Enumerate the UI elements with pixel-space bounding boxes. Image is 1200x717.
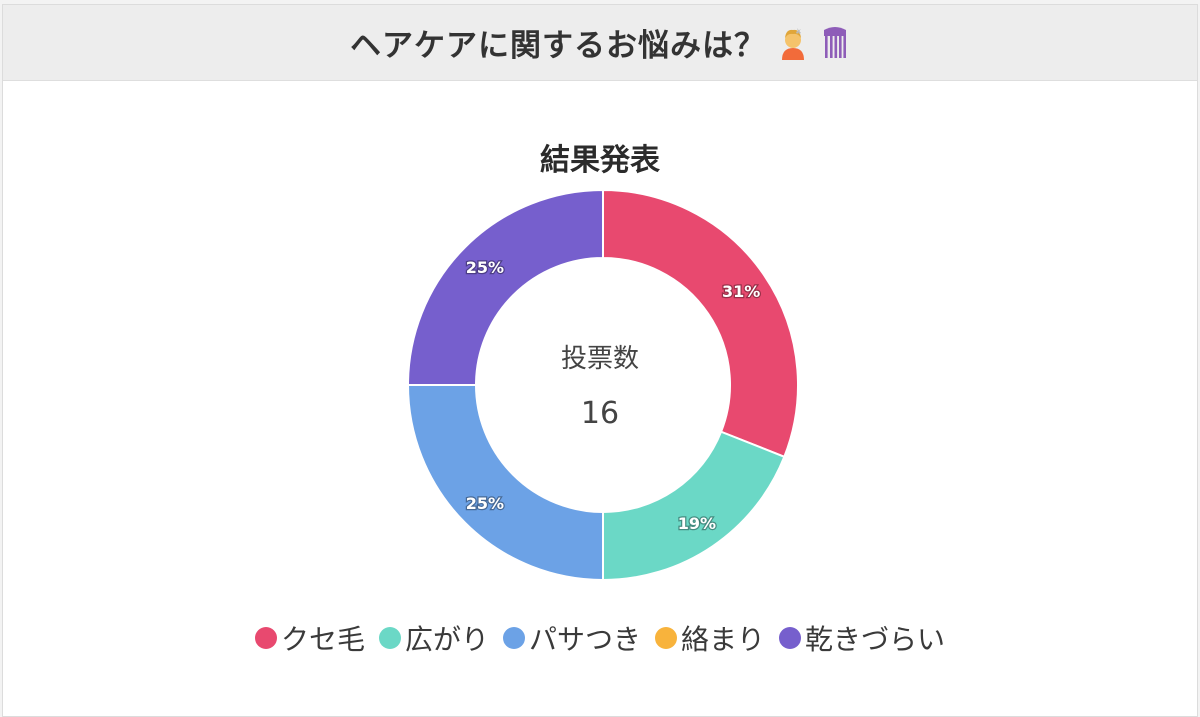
slice-percent-label: 19% bbox=[678, 514, 716, 533]
vote-count-caption: 投票数 bbox=[560, 344, 639, 374]
hair-pick-icon bbox=[820, 26, 850, 60]
poll-card: ヘアケアに関するお悩みは？ 結果発表 bbox=[2, 4, 1198, 717]
legend-label: 絡まり bbox=[681, 623, 766, 656]
legend-item[interactable]: パサつき bbox=[502, 618, 641, 658]
card-header: ヘアケアに関するお悩みは？ bbox=[3, 5, 1197, 81]
donut-slice[interactable] bbox=[406, 384, 604, 582]
legend-swatch bbox=[502, 627, 525, 649]
poll-title: ヘアケアに関するお悩みは？ bbox=[350, 28, 766, 64]
legend-swatch bbox=[779, 627, 802, 649]
legend-swatch bbox=[655, 627, 677, 649]
slice-percent-label: 25% bbox=[466, 494, 504, 513]
legend-item[interactable]: クセ毛 bbox=[254, 618, 365, 658]
legend-swatch bbox=[378, 627, 401, 649]
vote-count-total: 16 bbox=[580, 396, 620, 431]
legend-item[interactable]: 乾きづらい bbox=[779, 618, 945, 658]
chart-title: 結果発表 bbox=[540, 143, 660, 178]
person-getting-haircut-icon bbox=[778, 26, 808, 60]
legend-label: パサつき bbox=[528, 623, 641, 656]
legend-item[interactable]: 絡まり bbox=[655, 618, 765, 658]
slice-percent-label: 31% bbox=[722, 282, 760, 301]
donut-slice[interactable] bbox=[602, 188, 799, 459]
donut-slice[interactable] bbox=[602, 430, 786, 582]
chart-legend: クセ毛 広がり パサつき 絡まり 乾きづらい bbox=[0, 618, 1200, 658]
legend-swatch bbox=[254, 627, 277, 649]
slice-percent-label: 25% bbox=[466, 258, 504, 277]
legend-label: 広がり bbox=[404, 623, 489, 656]
donut-slice[interactable] bbox=[406, 188, 604, 386]
legend-label: クセ毛 bbox=[280, 623, 365, 656]
legend-label: 乾きづらい bbox=[805, 623, 946, 656]
legend-item[interactable]: 広がり bbox=[378, 618, 489, 658]
